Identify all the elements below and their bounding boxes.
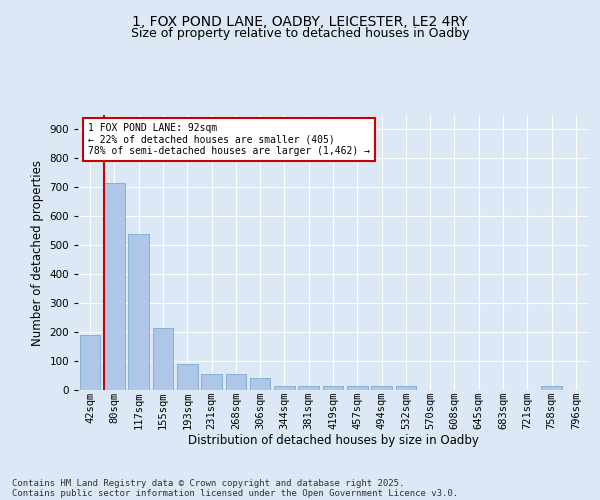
Bar (298, 386, 319, 390)
Bar (104, 183, 125, 390)
Bar (177, 364, 197, 390)
Bar (274, 386, 295, 390)
Bar (541, 386, 562, 390)
Bar (80, 335, 100, 390)
Bar (226, 374, 246, 390)
Bar (371, 386, 392, 390)
Text: Contains HM Land Registry data © Crown copyright and database right 2025.: Contains HM Land Registry data © Crown c… (12, 478, 404, 488)
Bar (347, 386, 368, 390)
Bar (201, 374, 222, 390)
Y-axis label: Number of detached properties: Number of detached properties (31, 160, 44, 346)
Text: Size of property relative to detached houses in Oadby: Size of property relative to detached ho… (131, 28, 469, 40)
Text: Contains public sector information licensed under the Open Government Licence v3: Contains public sector information licen… (12, 488, 458, 498)
Bar (128, 234, 149, 390)
X-axis label: Distribution of detached houses by size in Oadby: Distribution of detached houses by size … (188, 434, 478, 448)
Bar (395, 386, 416, 390)
Text: 1 FOX POND LANE: 92sqm
← 22% of detached houses are smaller (405)
78% of semi-de: 1 FOX POND LANE: 92sqm ← 22% of detached… (88, 123, 370, 156)
Text: 1, FOX POND LANE, OADBY, LEICESTER, LE2 4RY: 1, FOX POND LANE, OADBY, LEICESTER, LE2 … (132, 15, 468, 29)
Bar (323, 386, 343, 390)
Bar (250, 378, 271, 390)
Bar (152, 328, 173, 390)
